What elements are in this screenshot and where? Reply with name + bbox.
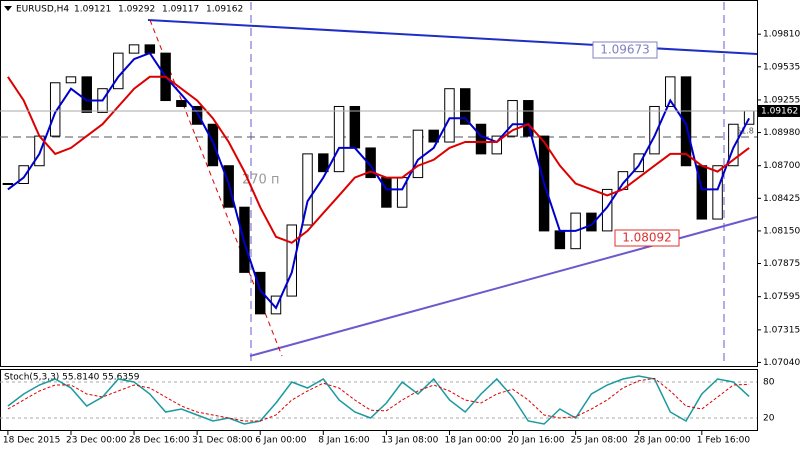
candle (586, 212, 597, 232)
candle (191, 105, 203, 125)
y-tick-label: 1.08980 (763, 128, 800, 138)
ohlc-value: 1.09117 (162, 5, 199, 15)
stoch-title: Stoch(5,3,3) 55.8140 55.6359 (4, 373, 140, 383)
candle (2, 183, 14, 185)
trendline-bottom (249, 216, 758, 357)
y-tick-label: 1.09535 (763, 62, 800, 72)
x-tick-label: 23 Dec 00:00 (66, 436, 127, 446)
y-tick-label: 1.07315 (763, 325, 800, 335)
candle (680, 76, 692, 167)
ohlc-value: 1.09162 (206, 5, 243, 15)
candle (365, 147, 376, 179)
candle (712, 165, 723, 220)
candle (207, 123, 219, 167)
annotation: 270 п (242, 173, 279, 188)
annotation: 1.08092 (622, 231, 672, 245)
price-label: 1.09162 (761, 106, 798, 116)
x-tick-label: 18 Dec 2015 (3, 436, 61, 446)
x-tick-label: 6 Jan 00:00 (255, 436, 307, 446)
x-tick-label: 18 Jan 00:00 (444, 436, 501, 446)
stoch-main (7, 375, 750, 425)
candle (554, 230, 566, 250)
stoch-signal (7, 377, 750, 422)
candle (633, 153, 644, 173)
x-tick-label: 28 Jan 00:00 (634, 436, 691, 446)
candle (475, 123, 487, 155)
y-tick-label: 1.09810 (763, 30, 800, 40)
y-tick-label: 1.07595 (763, 292, 800, 302)
x-tick-label: 25 Jan 08:00 (571, 436, 628, 446)
stoch-tick-label: 20 (763, 414, 775, 424)
menu-arrow[interactable] (4, 6, 12, 11)
ma-slow (7, 75, 750, 244)
label-box (592, 41, 658, 59)
x-tick-label: 20 Jan 16:00 (508, 436, 565, 446)
candle (286, 224, 297, 297)
annotation: 61.8 (736, 127, 754, 136)
candle (270, 295, 282, 315)
trendline-top (147, 19, 758, 55)
y-tick-label: 1.08700 (763, 161, 800, 171)
main-panel (0, 0, 758, 367)
y-tick-label: 1.07040 (763, 358, 800, 368)
stoch-tick-label: 80 (763, 378, 775, 388)
candle (18, 165, 29, 185)
candle (491, 135, 503, 155)
label-box (614, 229, 680, 247)
candle (81, 76, 92, 113)
ma-fast (7, 51, 750, 310)
ohlc-value: 1.09121 (74, 5, 111, 15)
candle (743, 110, 755, 125)
candle (523, 100, 534, 137)
symbol: EURUSD,H4 (16, 5, 69, 15)
candle (254, 271, 266, 315)
candle (728, 123, 739, 167)
stoch-panel (0, 369, 758, 431)
candle (601, 188, 613, 232)
candle (302, 153, 313, 226)
candle (128, 44, 140, 54)
candle (65, 76, 77, 84)
x-tick-label: 8 Jan 16:00 (318, 436, 370, 446)
x-tick-label: 31 Dec 08:00 (192, 436, 253, 446)
candle (144, 44, 156, 54)
candle (49, 82, 61, 137)
ohlc-value: 1.09292 (118, 5, 155, 15)
candle (649, 105, 660, 155)
annotation: 1.09673 (600, 43, 650, 57)
candle (176, 100, 187, 107)
x-tick-label: 28 Dec 16:00 (129, 436, 190, 446)
candle (318, 153, 329, 173)
candle (665, 76, 676, 107)
y-tick-label: 1.08150 (763, 226, 800, 236)
y-tick-label: 1.08425 (763, 194, 800, 204)
y-tick-label: 1.09255 (763, 95, 800, 105)
candle (333, 105, 345, 173)
candle (349, 105, 361, 149)
candle (460, 88, 471, 125)
candle (428, 129, 439, 143)
x-tick-label: 13 Jan 08:00 (381, 436, 438, 446)
candle (444, 88, 455, 143)
y-tick-label: 1.07875 (763, 259, 800, 269)
x-tick-label: 1 Feb 16:00 (697, 436, 751, 446)
candle (507, 100, 518, 137)
candle (381, 177, 392, 208)
price-box (758, 104, 800, 117)
candle (412, 129, 424, 179)
